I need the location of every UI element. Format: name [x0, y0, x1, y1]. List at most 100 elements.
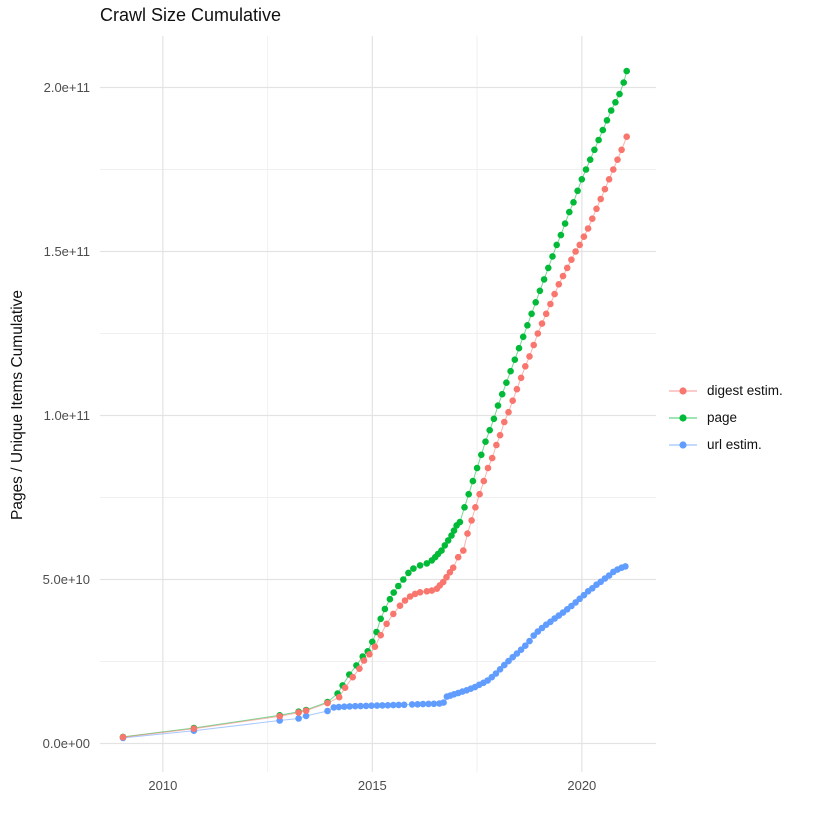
- y-tick-label: 0.0e+00: [42, 735, 90, 751]
- series-digest-estim: [119, 133, 630, 741]
- data-point: [610, 166, 617, 173]
- data-point: [586, 156, 594, 163]
- data-point: [513, 385, 521, 393]
- data-point: [448, 532, 455, 539]
- data-point: [584, 225, 592, 232]
- data-point: [532, 299, 539, 306]
- y-tick-label: 1.5e+11: [43, 243, 90, 259]
- data-point: [622, 563, 629, 570]
- data-point: [563, 264, 571, 272]
- data-point: [582, 166, 590, 173]
- data-point: [473, 464, 481, 472]
- data-point: [526, 637, 533, 645]
- data-point: [517, 374, 525, 382]
- chart-title: Crawl Size Cumulative: [100, 5, 282, 25]
- data-point: [335, 693, 343, 701]
- data-point: [597, 195, 604, 203]
- data-point: [444, 537, 452, 544]
- data-point: [369, 638, 376, 646]
- data-point: [561, 220, 569, 227]
- legend-label: page: [707, 410, 738, 425]
- data-point: [390, 701, 397, 709]
- data-point: [605, 176, 613, 183]
- data-point: [534, 330, 542, 337]
- data-point: [501, 661, 508, 669]
- data-point: [492, 670, 500, 677]
- data-point: [476, 490, 483, 498]
- data-point: [486, 426, 494, 434]
- data-point: [400, 701, 408, 709]
- data-point: [515, 344, 523, 352]
- data-point: [578, 176, 586, 183]
- data-point: [324, 707, 331, 715]
- data-point: [425, 700, 432, 708]
- grid-major: [100, 36, 656, 772]
- data-point: [401, 597, 409, 604]
- data-point: [623, 67, 630, 75]
- data-point: [559, 272, 567, 280]
- data-point: [460, 547, 467, 554]
- data-point: [580, 233, 588, 240]
- grid-minor: [100, 36, 656, 772]
- data-point: [465, 490, 473, 498]
- data-point: [522, 642, 529, 649]
- data-point: [503, 379, 510, 387]
- x-tick-label: 2015: [357, 778, 387, 793]
- data-point: [449, 564, 457, 571]
- data-point: [373, 702, 381, 709]
- x-tick-label: 2010: [148, 778, 178, 793]
- legend-label: digest estim.: [707, 383, 783, 398]
- legend-label: url estim.: [707, 437, 762, 452]
- data-point: [603, 117, 611, 124]
- data-point: [526, 353, 533, 360]
- data-point: [496, 431, 504, 439]
- data-point: [530, 341, 537, 349]
- data-point: [461, 504, 468, 511]
- data-point: [443, 573, 450, 581]
- data-point: [419, 700, 427, 708]
- data-point: [498, 390, 506, 398]
- legend-key-icon: [669, 386, 697, 395]
- data-point: [341, 684, 349, 691]
- data-point: [557, 231, 565, 239]
- x-tick-label: 2020: [567, 778, 597, 793]
- data-point: [468, 517, 475, 524]
- data-point: [395, 701, 403, 709]
- data-point: [549, 253, 556, 260]
- data-point: [302, 707, 310, 714]
- y-tick-label: 2.0e+11: [43, 79, 90, 95]
- data-point: [295, 715, 302, 722]
- data-point: [335, 703, 343, 711]
- data-point: [494, 402, 502, 409]
- data-point: [410, 565, 417, 572]
- data-point: [450, 527, 458, 534]
- legend-entry: page: [668, 408, 783, 427]
- data-point: [478, 451, 485, 459]
- data-point: [618, 146, 625, 154]
- data-point: [379, 702, 386, 709]
- data-point: [351, 702, 359, 710]
- data-point: [542, 310, 550, 318]
- data-point: [456, 518, 464, 526]
- data-point: [490, 415, 498, 423]
- data-point: [505, 408, 512, 416]
- data-point: [540, 276, 548, 283]
- data-point: [522, 363, 529, 370]
- data-point: [480, 477, 488, 485]
- data-point: [349, 673, 357, 681]
- data-point: [302, 712, 310, 720]
- data-point: [440, 699, 447, 706]
- data-point: [416, 562, 424, 569]
- data-point: [356, 665, 363, 672]
- data-point: [601, 185, 609, 193]
- legend-entry: url estim.: [668, 435, 783, 454]
- data-point: [384, 702, 392, 709]
- data-point: [438, 547, 445, 554]
- data-point: [545, 264, 552, 272]
- data-point: [386, 595, 394, 603]
- data-point: [488, 454, 496, 462]
- data-point: [482, 438, 489, 446]
- data-point: [408, 701, 416, 708]
- legend: digest estim. page url estim.: [668, 381, 783, 462]
